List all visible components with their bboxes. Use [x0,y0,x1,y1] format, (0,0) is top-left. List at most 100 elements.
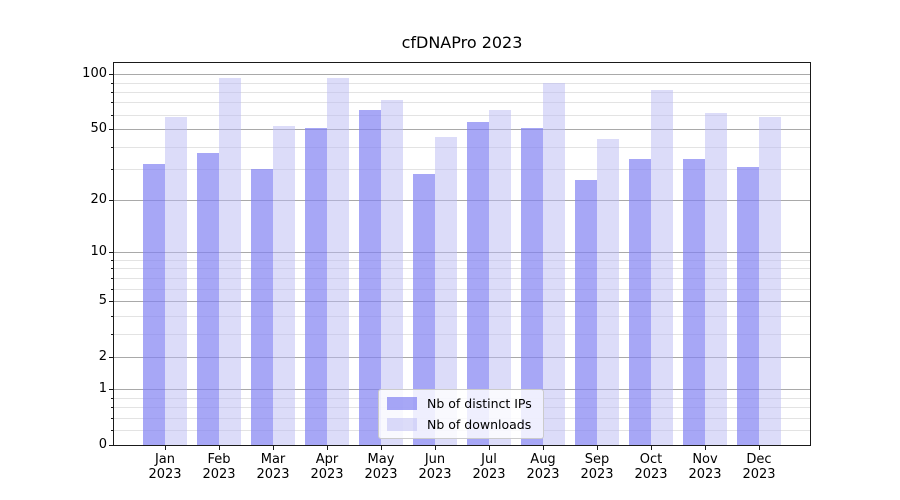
y-tick-label: 0 [98,437,107,452]
bar-distinct-ips [521,127,543,445]
y-tick-minor [111,418,113,419]
legend-swatch-distinct-ips [387,397,417,410]
chart-title: cfDNAPro 2023 [401,33,523,52]
bar-distinct-ips [737,166,759,445]
bar-downloads [705,113,727,445]
legend-swatch-downloads [387,418,417,431]
bar-downloads [489,109,511,445]
x-tick-label: Oct 2023 [634,452,668,482]
y-tick-minor [111,91,113,93]
x-tick [164,446,166,450]
gridline-minor [114,333,810,335]
y-tick-label: 20 [90,192,107,208]
x-tick [542,446,544,450]
bar-downloads [597,139,619,445]
y-tick-label: 50 [90,121,107,136]
bar-distinct-ips [197,152,219,445]
bar-distinct-ips [251,169,273,445]
x-tick [758,446,760,450]
y-tick-major [109,252,113,254]
y-tick-major [109,445,113,446]
gridline-major [114,356,810,358]
gridline-major [114,301,810,302]
x-tick [272,446,274,450]
x-tick [218,446,220,450]
y-tick-minor [111,315,113,317]
x-tick-label: Jan 2023 [148,452,182,482]
gridline-major [114,129,810,130]
bar-downloads [219,78,241,445]
bar-downloads [165,117,187,445]
x-tick-label: Aug 2023 [526,452,560,482]
gridline-major [114,74,810,76]
gridline-minor [114,82,810,84]
y-tick-major [109,389,113,391]
y-tick-minor [111,268,113,270]
y-tick-minor [111,102,113,104]
y-tick-minor [111,169,113,170]
bar-distinct-ips [413,174,435,445]
bar-distinct-ips [575,180,597,445]
y-tick-major [109,356,113,358]
bar-distinct-ips [143,164,165,445]
legend-item-downloads: Nb of downloads [387,417,532,432]
gridline-major [114,200,810,202]
legend-label-downloads: Nb of downloads [427,417,532,432]
plot-area: Nb of distinct IPs Nb of downloads [113,62,811,446]
y-tick-minor [111,407,113,409]
y-tick-minor [111,397,113,399]
gridline-minor [114,288,810,290]
y-tick-major [109,74,113,76]
gridline-minor [114,260,810,261]
x-tick [488,446,490,450]
gridline-minor [114,91,810,93]
legend: Nb of distinct IPs Nb of downloads [378,389,544,439]
y-tick-minor [111,82,113,84]
x-tick-label: Jun 2023 [418,452,452,482]
x-tick [326,446,328,450]
x-tick-label: May 2023 [364,452,398,482]
bar-distinct-ips [305,127,327,445]
x-tick-label: Apr 2023 [310,452,344,482]
gridline-minor [114,102,810,104]
x-tick-label: Feb 2023 [202,452,236,482]
x-tick-label: Nov 2023 [688,452,722,482]
legend-item-distinct-ips: Nb of distinct IPs [387,396,532,411]
bar-distinct-ips [683,159,705,445]
y-tick-major [109,200,113,202]
bar-downloads [327,78,349,445]
legend-label-distinct-ips: Nb of distinct IPs [427,396,532,411]
gridline-minor [114,169,810,170]
x-tick [434,446,436,450]
x-tick [650,446,652,450]
x-tick [704,446,706,450]
y-tick-label: 100 [82,66,107,82]
bar-downloads [273,125,295,445]
x-tick-label: Dec 2023 [742,452,776,482]
y-tick-minor [111,288,113,290]
gridline-minor [114,315,810,317]
y-tick-label: 2 [98,348,107,364]
y-tick-minor [111,333,113,335]
y-tick-major [109,301,113,302]
gridline-minor [114,268,810,270]
bar-distinct-ips [359,109,381,445]
y-tick-minor [111,277,113,279]
gridline-minor [114,146,810,148]
bar-distinct-ips [467,121,489,445]
y-tick-minor [111,114,113,116]
bar-distinct-ips [629,159,651,445]
x-tick-label: Jul 2023 [472,452,506,482]
y-tick-major [109,129,113,130]
bar-downloads [543,82,565,445]
y-tick-label: 1 [98,381,107,397]
y-tick-label: 5 [98,293,107,308]
y-tick-minor [111,430,113,432]
gridline-major [114,252,810,254]
bar-downloads [759,117,781,445]
y-tick-minor [111,260,113,261]
x-tick [596,446,598,450]
y-tick-minor [111,146,113,148]
bar-downloads [651,89,673,445]
